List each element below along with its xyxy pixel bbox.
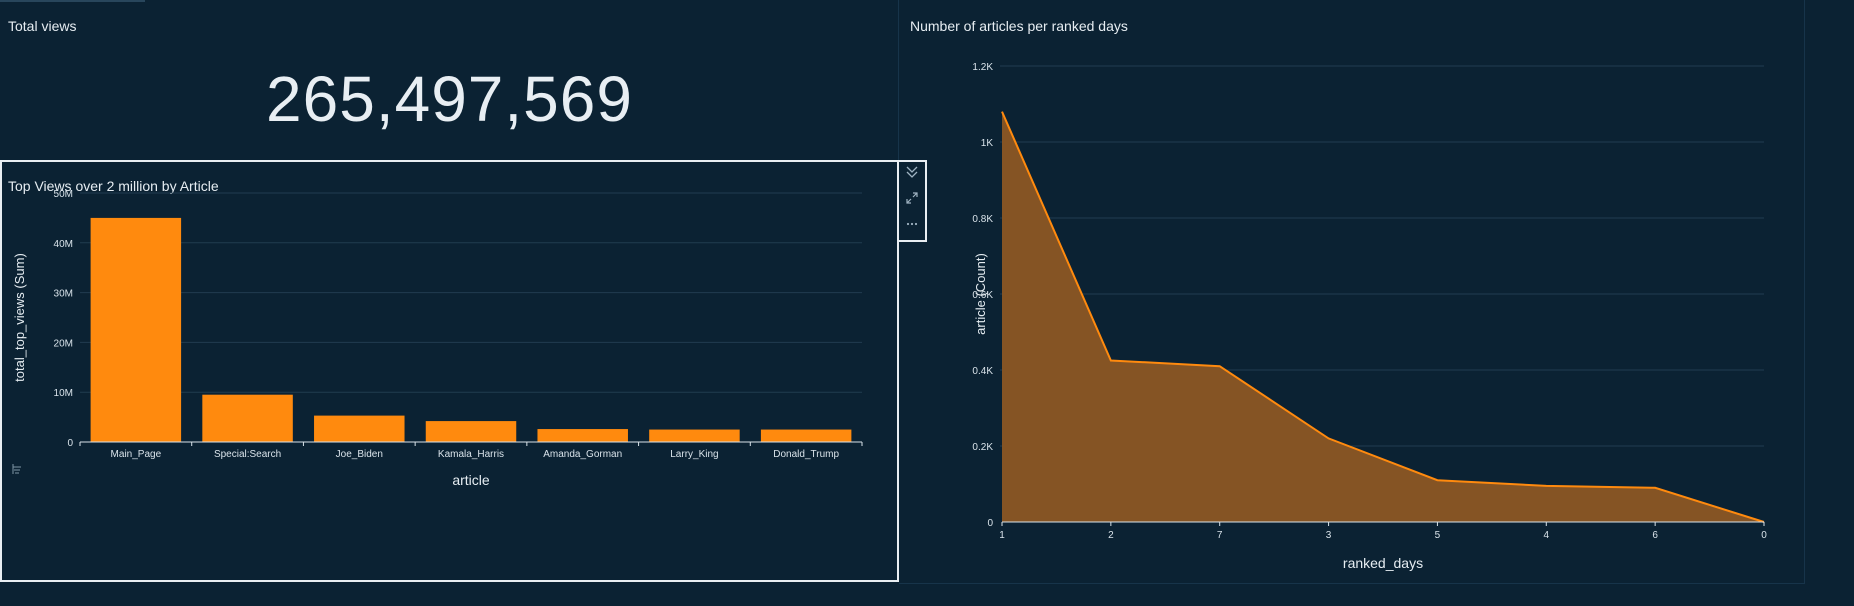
bar-xtick-label: Donald_Trump bbox=[773, 449, 839, 460]
bar-chart-title: Top Views over 2 million by Article bbox=[8, 178, 219, 194]
area-ytick-label: 0.8K bbox=[972, 214, 993, 225]
area-ytick-label: 1.2K bbox=[972, 62, 993, 73]
area-ytick-label: 0.6K bbox=[972, 290, 993, 301]
visual-toolbar bbox=[899, 160, 927, 242]
area-xtick-label: 6 bbox=[1652, 530, 1658, 541]
bar-xtick-label: Kamala_Harris bbox=[438, 449, 504, 460]
bar-xtick-label: Joe_Biden bbox=[336, 449, 383, 460]
bar-ytick-label: 10M bbox=[54, 388, 73, 399]
area-xtick-label: 7 bbox=[1217, 530, 1223, 541]
bar-xtick-label: Main_Page bbox=[111, 449, 162, 460]
area-xtick-label: 1 bbox=[999, 530, 1005, 541]
bar-ytick-label: 40M bbox=[54, 239, 73, 250]
area-xtick-label: 4 bbox=[1544, 530, 1550, 541]
bar-y-axis-title: total_top_views (Sum) bbox=[12, 253, 27, 382]
bar-xtick-label: Larry_King bbox=[670, 449, 718, 460]
kpi-panel: Total views 265,497,569 bbox=[0, 0, 899, 160]
area-xtick-label: 0 bbox=[1761, 530, 1767, 541]
area-chart-panel[interactable]: Number of articles per ranked days 0 0.2K… bbox=[899, 0, 1805, 584]
area-chart: 0 0.2K 0.4K 0.6K 0.8K 1K 1.2K 1 2 7 3 5 4 6 0 ranked_da… bbox=[972, 62, 1767, 571]
area-xtick-label: 3 bbox=[1326, 530, 1332, 541]
area-fill bbox=[1002, 111, 1764, 522]
kpi-value: 265,497,569 bbox=[266, 63, 633, 135]
bar-ytick-label: 50M bbox=[54, 189, 73, 200]
area-xtick-label: 5 bbox=[1435, 530, 1441, 541]
sort-icon bbox=[12, 464, 21, 474]
expand-icon[interactable] bbox=[899, 188, 925, 214]
bar bbox=[760, 429, 852, 442]
area-y-axis-title: article (Count) bbox=[973, 253, 988, 335]
kpi-title: Total views bbox=[8, 18, 77, 34]
bar-ytick-label: 0 bbox=[67, 438, 73, 449]
area-ytick-label: 0 bbox=[987, 518, 993, 529]
bar-x-axis-title: article bbox=[452, 472, 490, 488]
area-chart-title: Number of articles per ranked days bbox=[910, 18, 1128, 34]
more-options-icon[interactable] bbox=[899, 214, 925, 240]
collapse-icon[interactable] bbox=[899, 162, 925, 188]
bar-ytick-label: 30M bbox=[54, 289, 73, 300]
area-series-line bbox=[1001, 111, 1765, 523]
bar bbox=[314, 415, 405, 442]
bar-chart-panel[interactable]: Top Views over 2 million by Article 0 10M… bbox=[0, 160, 899, 582]
bar-xtick-label: Amanda_Gorman bbox=[543, 449, 622, 460]
bar bbox=[202, 394, 293, 442]
top-accent-line bbox=[0, 0, 145, 2]
bar bbox=[649, 429, 740, 442]
bar-ytick-label: 20M bbox=[54, 338, 73, 349]
area-ytick-label: 0.2K bbox=[972, 442, 993, 453]
area-xtick-label: 2 bbox=[1108, 530, 1114, 541]
bar bbox=[90, 217, 182, 442]
area-ytick-label: 0.4K bbox=[972, 366, 993, 377]
area-x-axis-title: ranked_days bbox=[1343, 555, 1423, 571]
bar-chart: 0 10M 20M 30M 40M 50M Main_Page Special:Search J… bbox=[12, 189, 863, 488]
bar bbox=[425, 421, 517, 442]
area-ytick-label: 1K bbox=[981, 138, 994, 149]
bar bbox=[537, 429, 628, 442]
bar-xtick-label: Special:Search bbox=[214, 449, 281, 460]
